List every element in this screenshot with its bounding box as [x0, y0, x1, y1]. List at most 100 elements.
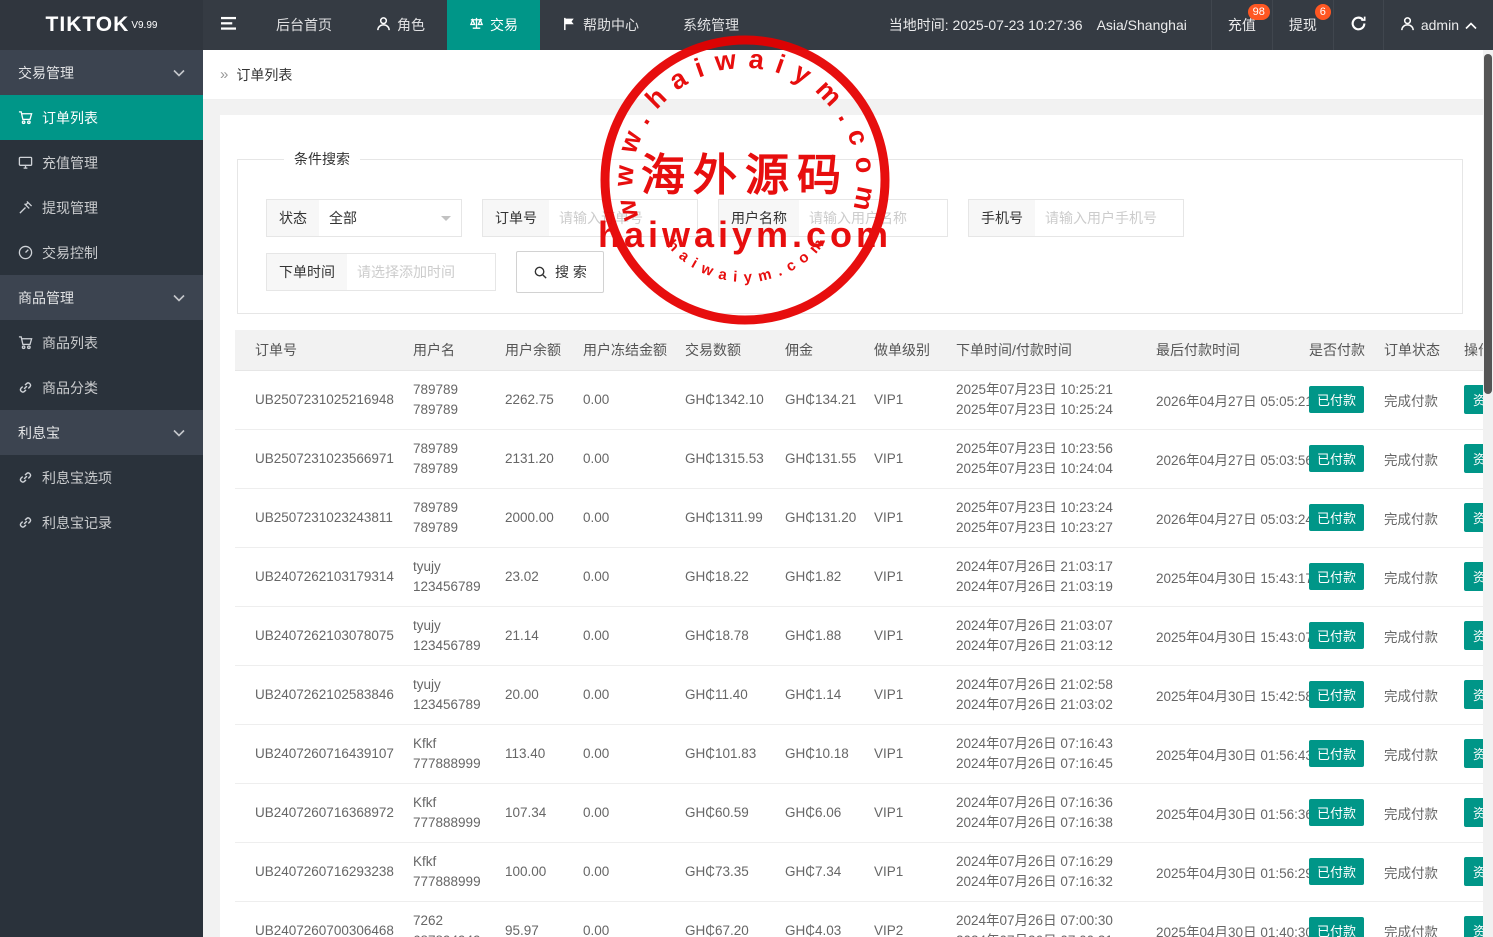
cell-order-no: UB2407262102583846 [235, 665, 413, 725]
vertical-scrollbar[interactable] [1483, 50, 1493, 937]
chevron-down-icon [173, 294, 185, 302]
order-no-label: 订单号 [483, 200, 549, 236]
cell-commission: GH₵1.14 [785, 665, 874, 725]
cell-last-pay-time: 2025年04月30日 01:56:36 [1156, 783, 1313, 843]
cell-status: 完成付款 [1384, 842, 1464, 902]
cart-icon [18, 336, 33, 350]
col-order-time: 下单时间/付款时间 [956, 330, 1156, 371]
cell-last-pay-time: 2026年04月27日 05:03:24 [1156, 488, 1313, 548]
sidebar-item-recharge[interactable]: 充值管理 [0, 140, 203, 185]
cell-last-pay-time: 2025年04月30日 01:40:30 [1156, 901, 1313, 937]
sidebar-item-interest-records[interactable]: 利息宝记录 [0, 500, 203, 545]
cell-order-no: UB2507231023566971 [235, 429, 413, 489]
nav-label: 帮助中心 [583, 17, 639, 33]
cell-status: 完成付款 [1384, 606, 1464, 666]
table-row: UB2407260716368972 Kfkf 777888999 107.34 0.0… [235, 783, 1493, 843]
cell-status: 完成付款 [1384, 724, 1464, 784]
sidebar-item-goods-list[interactable]: 商品列表 [0, 320, 203, 365]
sidebar-item-trade-control[interactable]: 交易控制 [0, 230, 203, 275]
scrollbar-thumb[interactable] [1484, 54, 1492, 394]
sidebar-group-goods[interactable]: 商品管理 [0, 275, 203, 320]
cell-level: VIP1 [874, 783, 956, 843]
status-value: 全部 [329, 210, 357, 226]
logo-text: TIKTOK [45, 13, 130, 36]
cell-paid: 已付款 [1309, 606, 1384, 666]
table-row: UB2507231023566971 789789 789789 2131.20 0.0… [235, 429, 1493, 489]
cell-level: VIP2 [874, 901, 956, 937]
cell-frozen: 0.00 [583, 783, 685, 843]
cell-commission: GH₵1.82 [785, 547, 874, 607]
nav-item-system[interactable]: 系统管理 [661, 0, 761, 50]
table-row: UB2407262103179314 tyujy 123456789 23.02 0.0… [235, 547, 1493, 607]
username-field: 用户名称 [718, 199, 948, 237]
sidebar-item-label: 充值管理 [42, 154, 98, 171]
order-no-input[interactable] [549, 200, 697, 236]
sidebar-item-interest-options[interactable]: 利息宝选项 [0, 455, 203, 500]
nav-item-help[interactable]: 帮助中心 [540, 0, 661, 50]
sidebar-group-interest[interactable]: 利息宝 [0, 410, 203, 455]
cell-frozen: 0.00 [583, 606, 685, 666]
withdraw-button[interactable]: 提现 6 [1271, 0, 1333, 50]
cell-level: VIP1 [874, 842, 956, 902]
admin-username: admin [1420, 17, 1459, 33]
cell-balance: 2131.20 [505, 429, 583, 489]
cell-paid: 已付款 [1309, 429, 1384, 489]
search-button-label: 搜 索 [555, 264, 587, 280]
cell-last-pay-time: 2025年04月30日 01:56:29 [1156, 842, 1313, 902]
cell-username: Kfkf 777888999 [413, 724, 505, 784]
breadcrumb-current: 订单列表 [236, 66, 293, 83]
cell-level: VIP1 [874, 606, 956, 666]
chevron-down-icon [173, 429, 185, 437]
refresh-button[interactable] [1332, 0, 1383, 50]
sidebar-item-label: 订单列表 [42, 109, 98, 126]
collapse-menu-button[interactable] [203, 0, 254, 50]
username-input[interactable] [799, 200, 947, 236]
table-row: UB2407262102583846 tyujy 123456789 20.00 0.0… [235, 665, 1493, 725]
search-filter-card: 条件搜索 状态 全部 订单号 用户名称 [237, 149, 1463, 314]
admin-menu[interactable]: admin [1382, 0, 1493, 50]
sidebar-item-order-list[interactable]: 订单列表 [0, 95, 203, 140]
cell-commission: GH₵134.21 [785, 370, 874, 430]
link-icon [19, 382, 32, 393]
status-select[interactable]: 状态 全部 [266, 199, 462, 237]
cell-username: tyujy 123456789 [413, 547, 505, 607]
cell-last-pay-time: 2025年04月30日 15:42:58 [1156, 665, 1313, 725]
cart-icon [18, 111, 33, 125]
nav-item-trade[interactable]: 交易 [447, 0, 540, 50]
cell-order-time: 2025年07月23日 10:23:24 2025年07月23日 10:23:27 [956, 488, 1156, 548]
cell-paid: 已付款 [1309, 724, 1384, 784]
order-time-input[interactable] [347, 254, 495, 290]
cell-commission: GH₵1.88 [785, 606, 874, 666]
paid-badge: 已付款 [1309, 445, 1365, 472]
recharge-button[interactable]: 充值 98 [1210, 0, 1272, 50]
cell-order-no: UB2407262103179314 [235, 547, 413, 607]
paid-badge: 已付款 [1309, 622, 1365, 649]
sidebar-item-label: 交易控制 [42, 244, 98, 261]
cell-order-no: UB2407260716439107 [235, 724, 413, 784]
sidebar-item-label: 提现管理 [42, 199, 98, 216]
paid-badge: 已付款 [1309, 504, 1365, 531]
sidebar-item-withdraw[interactable]: 提现管理 [0, 185, 203, 230]
sidebar-group-label: 交易管理 [18, 64, 74, 81]
cell-frozen: 0.00 [583, 547, 685, 607]
cell-status: 完成付款 [1384, 901, 1464, 937]
sidebar-group-trade[interactable]: 交易管理 [0, 50, 203, 95]
cell-amount: GH₵1311.99 [685, 488, 785, 548]
sidebar-item-goods-category[interactable]: 商品分类 [0, 365, 203, 410]
paid-badge: 已付款 [1309, 386, 1365, 413]
cell-order-time: 2024年07月26日 21:03:17 2024年07月26日 21:03:19 [956, 547, 1156, 607]
recharge-badge: 98 [1247, 4, 1270, 20]
paid-badge: 已付款 [1309, 799, 1365, 826]
nav-item-roles[interactable]: 角色 [354, 0, 447, 50]
sidebar-item-label: 商品分类 [42, 379, 98, 396]
nav-item-home[interactable]: 后台首页 [254, 0, 354, 50]
search-button[interactable]: 搜 索 [516, 251, 604, 293]
cell-order-time: 2024年07月26日 21:03:07 2024年07月26日 21:03:12 [956, 606, 1156, 666]
link-icon [19, 517, 32, 528]
cell-level: VIP1 [874, 488, 956, 548]
col-status: 订单状态 [1384, 330, 1464, 371]
cell-status: 完成付款 [1384, 488, 1464, 548]
cell-amount: GH₵67.20 [685, 901, 785, 937]
phone-input[interactable] [1035, 200, 1183, 236]
phone-label: 手机号 [969, 200, 1035, 236]
